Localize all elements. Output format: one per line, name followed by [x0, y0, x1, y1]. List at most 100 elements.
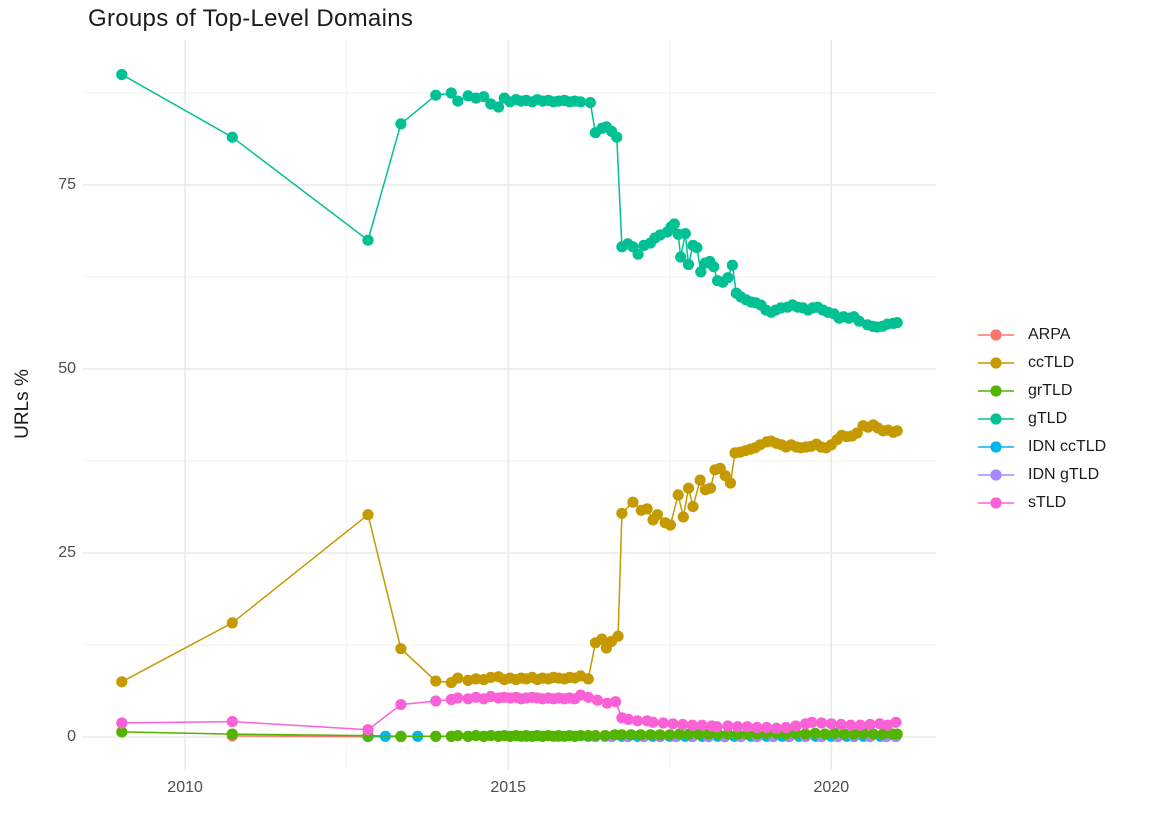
x-tick-label: 2020: [813, 779, 850, 796]
data-point-grtld: [809, 727, 821, 739]
data-point-gtld: [575, 96, 587, 108]
legend: ARPA ccTLD grTLD gTLD IDN ccTLD IDN gTLD sTLD: [976, 321, 1106, 517]
data-point-gtld: [675, 251, 687, 263]
data-point-stld: [816, 717, 828, 729]
data-point-stld: [761, 721, 773, 734]
data-point-stld: [780, 721, 792, 734]
data-point-cctld: [891, 425, 903, 437]
data-point-grtld: [693, 728, 705, 740]
data-point-stld: [622, 713, 635, 726]
data-point-cctld: [452, 672, 464, 684]
data-point-grtld: [644, 729, 657, 741]
data-point-gtld: [722, 272, 734, 284]
data-point-cctld: [677, 511, 689, 523]
data-point-stld: [790, 720, 802, 732]
data-point-gtld: [726, 259, 739, 271]
x-tick-label: 2010: [167, 779, 203, 796]
data-point-grtld: [877, 728, 889, 740]
major-gridlines: [83, 40, 936, 770]
data-point-stld: [609, 696, 622, 708]
series-cctld: [116, 419, 903, 689]
data-point-gtld: [584, 97, 596, 109]
data-point-stld: [741, 721, 753, 733]
legend-label: IDN ccTLD: [1028, 438, 1107, 455]
data-point-grtld: [116, 726, 128, 738]
data-point-grtld: [616, 729, 628, 741]
data-point-stld: [647, 716, 659, 728]
data-point-gtld: [691, 242, 703, 254]
data-point-gtld: [116, 69, 128, 81]
data-point-gtld: [632, 248, 644, 260]
data-point-stld: [890, 716, 902, 728]
legend-label: ccTLD: [1028, 354, 1075, 371]
data-point-gtld: [682, 258, 695, 271]
data-point-cctld: [694, 474, 706, 486]
data-point-stld: [881, 719, 894, 731]
chart-title: Groups of Top-Level Domains: [88, 5, 414, 32]
data-point-cctld: [395, 643, 407, 655]
data-point-stld: [631, 715, 644, 727]
legend-label: ARPA: [1028, 326, 1071, 343]
data-point-grtld: [599, 730, 611, 742]
data-point-stld: [601, 697, 613, 709]
data-point-cctld: [664, 519, 677, 531]
data-point-stld: [696, 719, 708, 731]
legend-key-icon: [978, 413, 1014, 425]
data-point-grtld: [838, 728, 850, 740]
data-point-grtld: [799, 728, 812, 740]
data-point-gtld: [430, 89, 442, 101]
data-point-stld: [751, 721, 763, 734]
data-point-grtld: [654, 729, 666, 741]
data-point-grtld: [430, 730, 442, 742]
data-point-cctld: [596, 633, 608, 645]
series-gtld: [116, 69, 903, 333]
data-point-stld: [667, 718, 679, 730]
data-point-grtld: [867, 728, 879, 740]
legend-key-icon: [978, 329, 1014, 341]
data-point-grtld: [589, 730, 602, 742]
data-point-grtld: [722, 728, 734, 740]
data-point-gtld: [395, 118, 407, 130]
data-point-stld: [657, 717, 669, 729]
data-point-grtld: [625, 729, 637, 741]
data-point-stld: [722, 720, 734, 732]
legend-item-gtld: gTLD: [976, 405, 1106, 433]
x-tick-label: 2015: [490, 779, 526, 796]
data-point-cctld: [627, 496, 639, 508]
data-point-grtld: [452, 730, 464, 742]
data-point-cctld: [430, 675, 442, 687]
data-point-cctld: [226, 617, 238, 629]
legend-key-icon: [978, 469, 1014, 481]
legend-item-grtld: grTLD: [976, 377, 1106, 405]
data-point-stld: [226, 716, 238, 728]
data-point-grtld: [828, 727, 841, 739]
data-point-cctld: [116, 676, 128, 688]
data-point-gtld: [492, 101, 505, 113]
data-point-gtld: [891, 317, 903, 329]
data-point-stld: [452, 692, 464, 704]
data-point-grtld: [891, 728, 903, 740]
data-point-stld: [430, 695, 442, 707]
legend-item-stld: sTLD: [976, 489, 1106, 517]
legend-key-icon: [978, 497, 1014, 509]
legend-item-cctld: ccTLD: [976, 349, 1106, 377]
data-point-stld: [825, 718, 837, 730]
data-point-cctld: [682, 482, 695, 494]
data-point-gtld: [362, 234, 374, 246]
data-point-stld: [591, 694, 604, 706]
legend-label: grTLD: [1028, 382, 1073, 399]
data-point-gtld: [853, 315, 865, 327]
data-point-cctld: [724, 477, 737, 489]
legend-label: sTLD: [1028, 494, 1067, 511]
data-point-stld: [864, 718, 876, 731]
legend-item-arpa: ARPA: [976, 321, 1106, 349]
data-point-gtld: [452, 95, 464, 107]
data-point-cctld: [651, 509, 664, 521]
data-point-cctld: [616, 507, 628, 519]
legend-key-icon: [978, 357, 1014, 369]
data-point-stld: [362, 724, 374, 736]
data-point-stld: [711, 721, 723, 733]
data-point-gtld: [611, 131, 623, 143]
series-stld: [116, 689, 902, 736]
